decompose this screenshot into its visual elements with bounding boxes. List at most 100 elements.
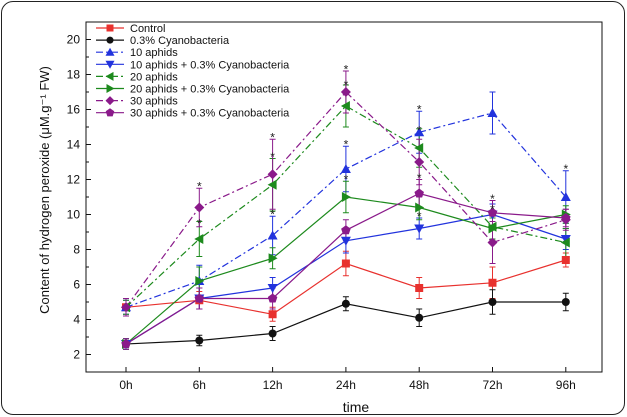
data-point-30-aphids-0-3-cyanobacteria xyxy=(267,293,278,303)
legend-marker-10-aphids-0-3-cyanobacteria xyxy=(105,60,115,69)
significance-star: * xyxy=(490,202,495,216)
data-point-30-aphids xyxy=(340,87,351,97)
legend-label-10-aphids-0-3-cyanobacteria: 10 aphids + 0.3% Cyanobacteria xyxy=(130,59,290,71)
significance-star: * xyxy=(344,138,349,152)
y-tick-label: 12 xyxy=(67,173,81,187)
data-point-10-aphids xyxy=(267,230,278,240)
data-point-30-aphids-0-3-cyanobacteria xyxy=(194,293,205,303)
data-point-control xyxy=(488,278,497,287)
data-point-control xyxy=(415,284,424,292)
legend-marker-20-aphids xyxy=(105,71,114,81)
data-point-10-aphids xyxy=(560,192,571,201)
data-point-20-aphids-0-3-cyanobacteria xyxy=(195,276,205,286)
x-tick-label: 48h xyxy=(409,378,429,392)
y-tick-label: 14 xyxy=(67,138,81,152)
data-point-20-aphids xyxy=(340,101,350,111)
legend-label-20-aphids: 20 aphids xyxy=(130,71,178,83)
data-point-20-aphids xyxy=(267,179,277,190)
legend-label-control: Control xyxy=(130,23,165,35)
data-point-0-3-cyanobacteria xyxy=(268,329,277,338)
data-point-0-3-cyanobacteria xyxy=(561,298,570,306)
data-point-10-aphids-0-3-cyanobacteria xyxy=(267,284,278,293)
data-point-20-aphids-0-3-cyanobacteria xyxy=(488,223,498,234)
legend-label-30-aphids: 30 aphids xyxy=(130,96,178,108)
significance-star: * xyxy=(417,103,422,117)
data-point-30-aphids-0-3-cyanobacteria xyxy=(487,207,498,217)
x-tick-label: 72h xyxy=(482,378,502,392)
data-point-30-aphids-0-3-cyanobacteria xyxy=(341,225,351,235)
data-point-control xyxy=(341,259,350,268)
y-tick-label: 4 xyxy=(73,313,80,327)
data-point-0-3-cyanobacteria xyxy=(415,313,424,322)
legend-marker-30-aphids xyxy=(105,96,115,106)
x-tick-label: 6h xyxy=(193,378,206,392)
data-point-0-3-cyanobacteria xyxy=(341,299,350,308)
data-point-control xyxy=(268,310,277,319)
y-tick-label: 10 xyxy=(67,208,81,222)
y-tick-label: 8 xyxy=(73,243,80,257)
data-point-30-aphids-0-3-cyanobacteria xyxy=(121,339,131,349)
legend-marker-0-3-cyanobacteria xyxy=(106,36,114,44)
y-tick-label: 20 xyxy=(67,33,81,47)
data-point-0-3-cyanobacteria xyxy=(195,336,204,345)
significance-star: * xyxy=(197,180,202,194)
x-tick-label: 12h xyxy=(263,378,283,392)
legend-marker-control xyxy=(106,24,114,32)
y-tick-label: 18 xyxy=(67,68,81,82)
data-point-10-aphids-0-3-cyanobacteria xyxy=(340,236,351,246)
data-point-30-aphids xyxy=(487,237,498,248)
significance-star: * xyxy=(417,124,422,138)
data-point-10-aphids xyxy=(414,127,425,137)
significance-star: * xyxy=(270,150,275,164)
significance-star: * xyxy=(490,192,495,206)
significance-star: * xyxy=(344,62,349,76)
data-point-20-aphids xyxy=(560,237,570,248)
legend-label-30-aphids-0-3-cyanobacteria: 30 aphids + 0.3% Cyanobacteria xyxy=(130,108,290,120)
data-point-30-aphids xyxy=(414,157,425,167)
data-point-30-aphids xyxy=(267,169,278,180)
data-point-30-aphids xyxy=(121,302,131,313)
data-point-10-aphids-0-3-cyanobacteria xyxy=(560,235,571,244)
significance-star: * xyxy=(344,78,349,92)
legend-label-10-aphids: 10 aphids xyxy=(130,47,178,59)
data-point-20-aphids xyxy=(194,234,204,244)
data-point-30-aphids xyxy=(194,202,205,213)
data-point-0-3-cyanobacteria xyxy=(488,298,497,306)
significance-star: * xyxy=(563,162,568,176)
data-point-30-aphids-0-3-cyanobacteria xyxy=(561,213,571,223)
y-tick-label: 2 xyxy=(73,348,80,362)
legend-label-0-3-cyanobacteria: 0.3% Cyanobacteria xyxy=(130,35,230,47)
data-point-20-aphids-0-3-cyanobacteria xyxy=(268,253,278,264)
axes-layer: 2 4 6 8 10 12 14 16 18 20 0h 6h 12h 24h 48h 72h 96h xyxy=(67,21,603,392)
legend-marker-10-aphids xyxy=(105,47,115,56)
data-point-20-aphids-0-3-cyanobacteria xyxy=(415,202,425,213)
markers-layer xyxy=(121,87,571,349)
x-tick-label: 0h xyxy=(119,378,132,392)
significance-star: * xyxy=(417,209,422,223)
significance-star: * xyxy=(417,171,422,185)
y-tick-label: 16 xyxy=(67,103,81,117)
x-axis-label: time xyxy=(343,399,370,415)
data-point-control xyxy=(561,256,570,264)
y-axis-label: Content of hydrogen peroxide (μM.g⁻¹ FW) xyxy=(37,66,52,314)
data-point-10-aphids xyxy=(340,164,351,173)
legend-label-20-aphids-0-3-cyanobacteria: 20 aphids + 0.3% Cyanobacteria xyxy=(130,84,290,96)
data-point-20-aphids-0-3-cyanobacteria xyxy=(341,192,351,202)
significance-star: * xyxy=(270,131,275,145)
data-point-10-aphids-0-3-cyanobacteria xyxy=(414,224,425,234)
y-tick-label: 6 xyxy=(73,278,80,292)
x-tick-label: 96h xyxy=(556,378,576,392)
legend-marker-20-aphids-0-3-cyanobacteria xyxy=(106,84,115,93)
significance-star: * xyxy=(344,173,349,187)
x-tick-label: 24h xyxy=(336,378,356,392)
legend-marker-30-aphids-0-3-cyanobacteria xyxy=(105,108,115,117)
data-point-10-aphids xyxy=(487,108,498,117)
data-point-30-aphids-0-3-cyanobacteria xyxy=(414,188,424,198)
data-point-20-aphids xyxy=(414,143,424,153)
significance-annotations-layer: **************** xyxy=(197,62,568,230)
significance-star: * xyxy=(270,208,275,222)
significance-star: * xyxy=(197,216,202,230)
